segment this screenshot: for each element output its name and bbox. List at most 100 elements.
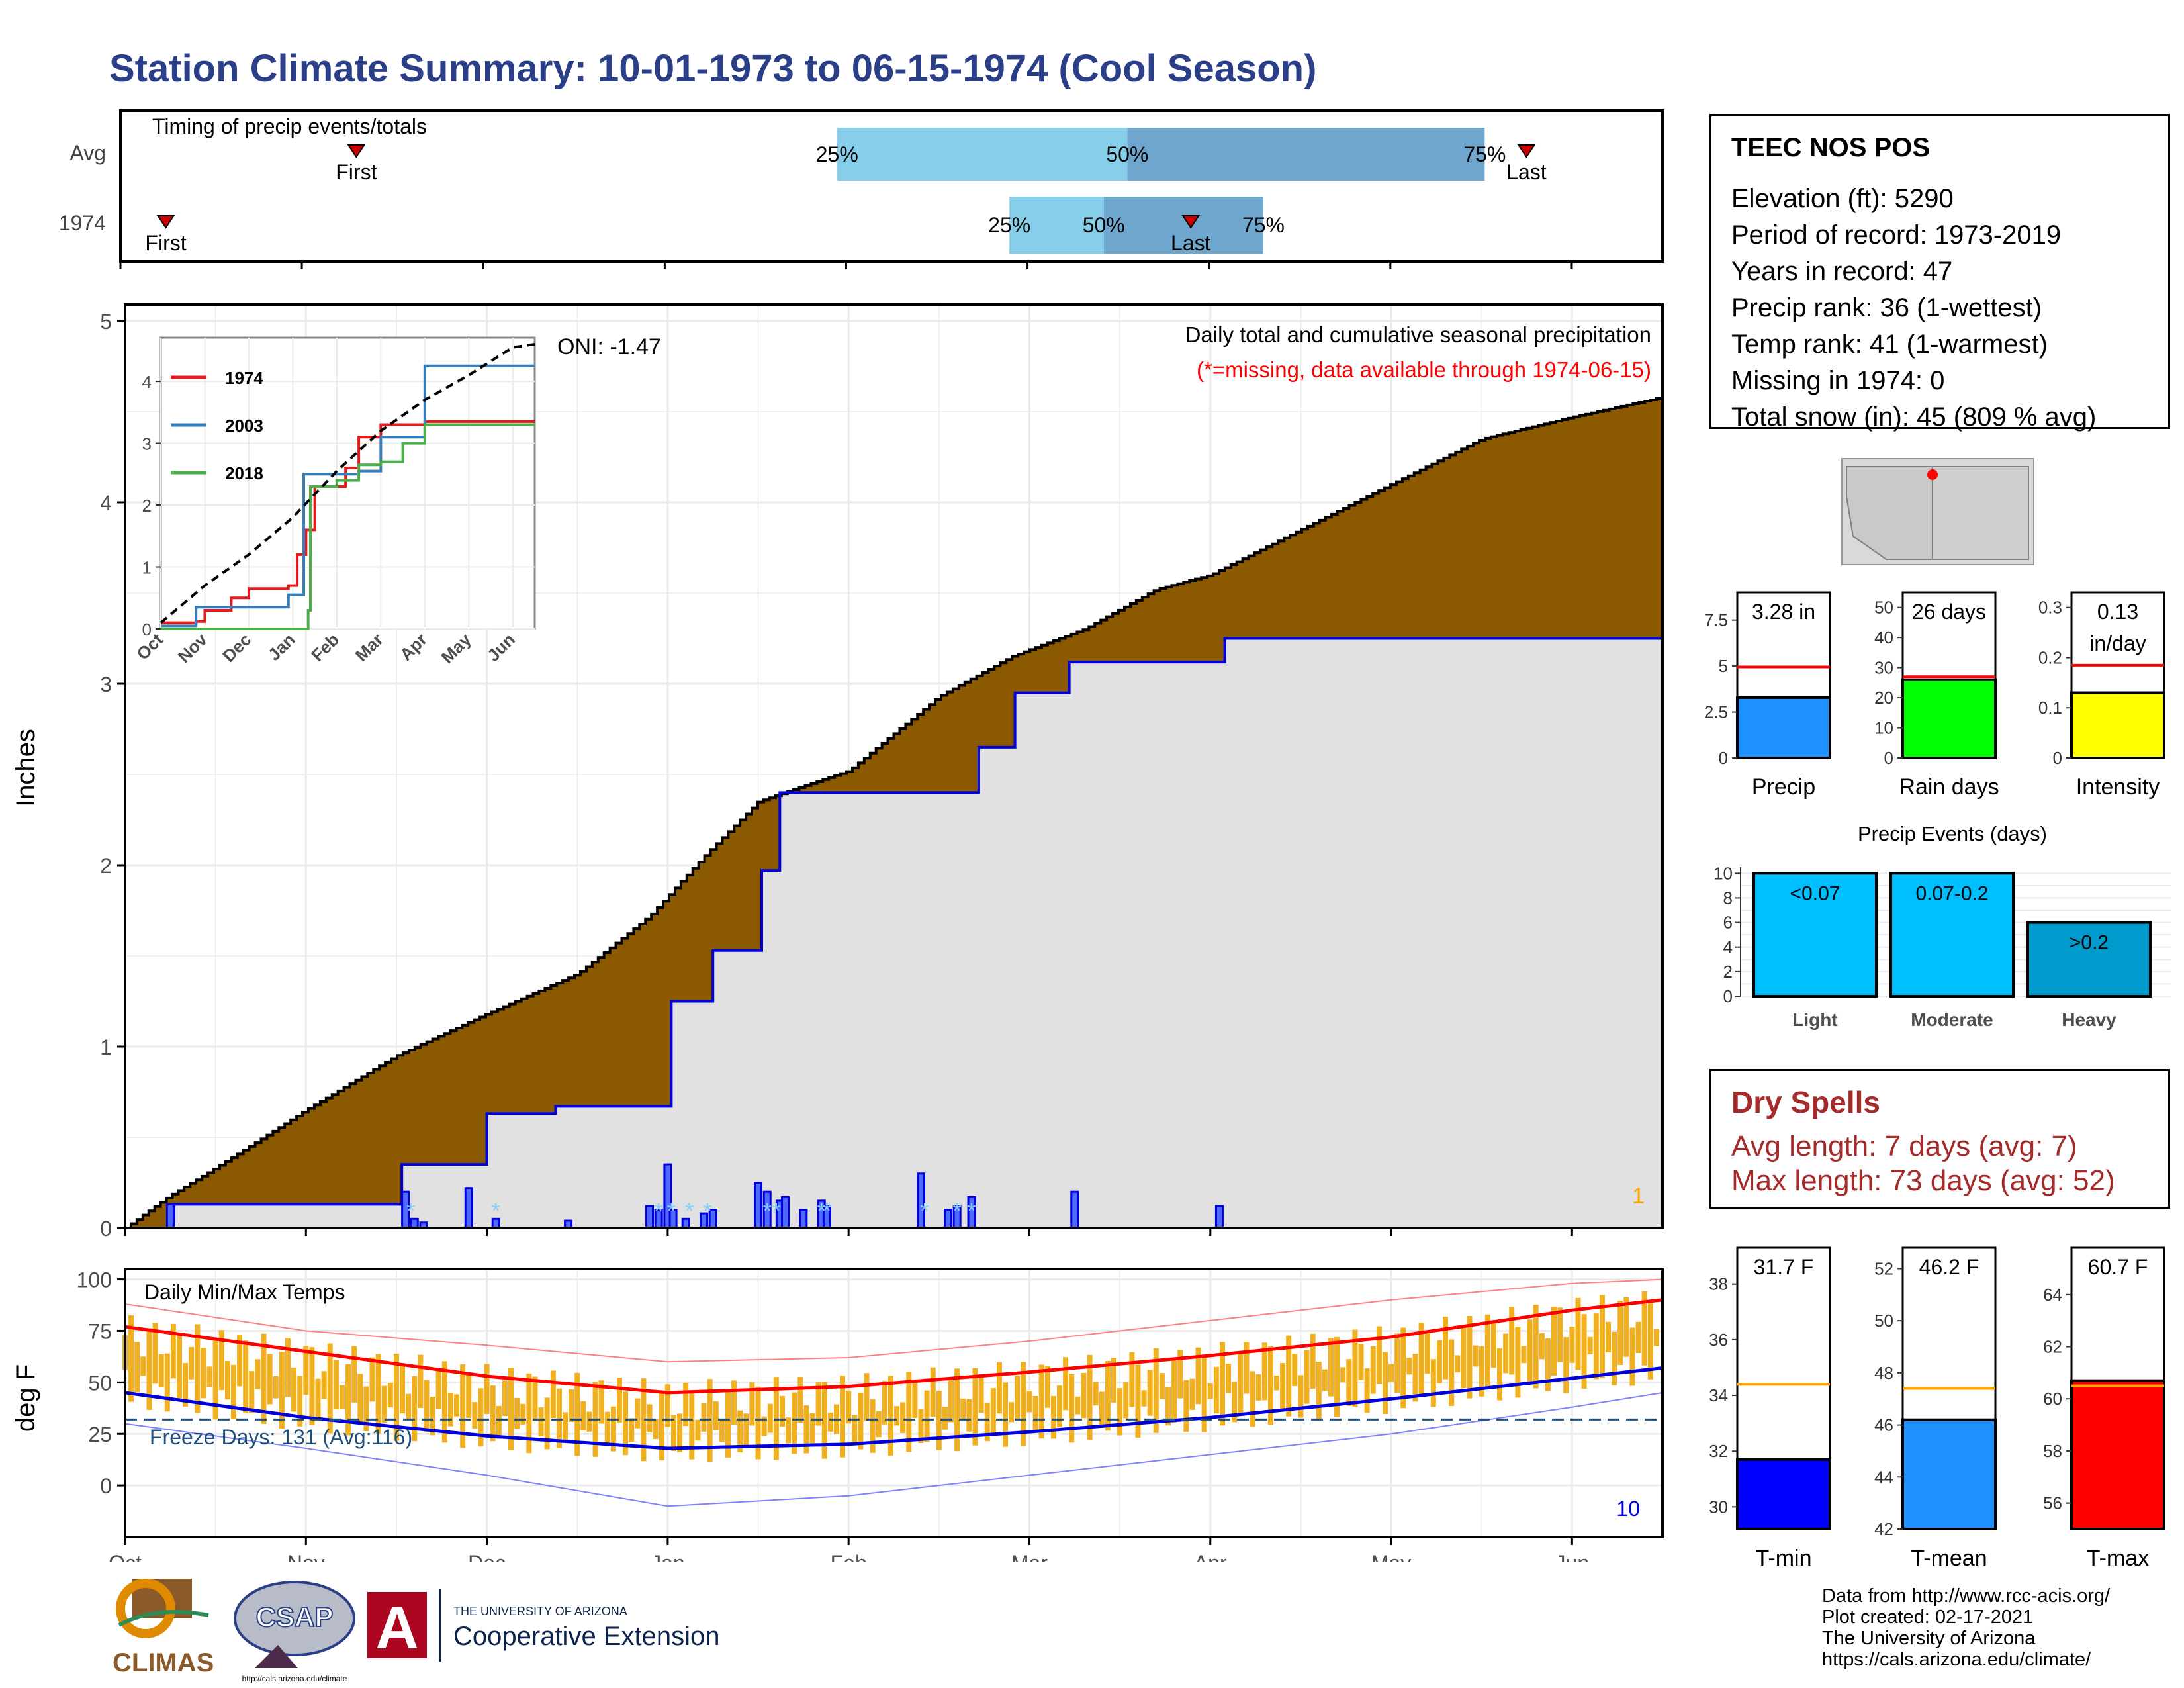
temp-range-bar [1545, 1338, 1551, 1391]
temp-range-bar [1394, 1333, 1400, 1393]
temp-range-bar [1406, 1357, 1412, 1375]
new-mexico-shape [1933, 466, 2029, 560]
temp-range-bar [1069, 1374, 1075, 1443]
temp-range-bar [623, 1391, 629, 1456]
temp-range-bar [1267, 1346, 1273, 1425]
temp-range-bar [1623, 1297, 1629, 1357]
temp-range-bar [900, 1402, 906, 1433]
temp-range-bar [887, 1376, 893, 1456]
temp-range-bar [1310, 1333, 1316, 1389]
temp-range-bar [779, 1395, 785, 1427]
events-y-tick-label: 2 [1723, 962, 1733, 982]
temp-range-bar [1213, 1366, 1219, 1414]
dry-spells-title: Dry Spells [1731, 1085, 1880, 1119]
temp-range-bar [526, 1373, 532, 1454]
temp-range-bar [1400, 1327, 1406, 1409]
temp-range-bar [713, 1401, 719, 1430]
temp-range-bar [460, 1364, 466, 1448]
temp-range-bar [134, 1342, 140, 1393]
temp-range-bar [731, 1380, 737, 1425]
temp-range-bar [1177, 1350, 1183, 1399]
timing-1974-row: 25% 50% 75% First Last [145, 197, 1285, 255]
main-chart-subtitle: (*=missing, data available through 1974-… [1197, 357, 1651, 382]
temp-range-bar [1201, 1356, 1207, 1432]
temp-range-bar [351, 1346, 357, 1403]
station-elevation: Elevation (ft): 5290 [1731, 184, 1954, 213]
temp-range-bar [1219, 1342, 1225, 1426]
ua-big-text: Cooperative Extension [453, 1622, 719, 1651]
temp-range-bar [1009, 1402, 1015, 1423]
temp-range-bar [1418, 1323, 1424, 1397]
dry-spells-max: Max length: 73 days (avg: 52) [1731, 1164, 2115, 1197]
temp-title: Daily Min/Max Temps [144, 1280, 345, 1304]
temp-range-bar [1606, 1321, 1612, 1352]
temp-y-tick-label: 25 [88, 1423, 112, 1446]
temp-range-bar [1484, 1314, 1490, 1387]
temp-range-bar [635, 1398, 641, 1429]
main-y-tick-label: 4 [100, 491, 112, 515]
temp-range-bar [1316, 1362, 1322, 1421]
logo-strip: CLIMAS CSAP http://cals.arizona.edu/clim… [113, 1579, 719, 1683]
temp-range-bar [1099, 1391, 1105, 1429]
temp-range-bar [1557, 1307, 1563, 1362]
temp-range-bar [170, 1323, 176, 1379]
temp-range-bar [1032, 1396, 1038, 1430]
temp-y-tick-label: 75 [88, 1319, 112, 1343]
temp-range-bar [273, 1376, 279, 1399]
temp-range-bar [1581, 1314, 1587, 1389]
inset-y-tick-label: 2 [142, 496, 152, 516]
temp-range-bar [960, 1398, 966, 1419]
temp-range-bars [122, 1291, 1659, 1462]
snow-marker: * [953, 1199, 962, 1224]
inset-legend-label: 1974 [225, 368, 263, 388]
temp-range-bar [815, 1382, 821, 1426]
main-y-tick-label: 5 [100, 310, 112, 334]
temp-range-bar [1436, 1340, 1442, 1384]
temp-range-bar [1105, 1360, 1111, 1431]
avg-max-line [124, 1298, 1663, 1395]
temp-summary-panels: 30 32 34 36 38 31.7 F T-min 42 44 46 48 50 52 46.2 F T… [1709, 1246, 2165, 1571]
ua-logo: A THE UNIVERSITY OF ARIZONA Cooperative … [367, 1589, 719, 1662]
temp-range-bar [1021, 1362, 1026, 1446]
temp-range-bar [309, 1347, 315, 1425]
temp-range-bar [695, 1419, 701, 1441]
main-corner-count: 1 [1632, 1184, 1645, 1209]
precip-events-chart: Precip Events (days) 0 2 4 6 8 10 <0.07 Light 0.… [1713, 822, 2171, 1030]
temp-range-bar [1461, 1326, 1467, 1389]
temp-range-bar [1093, 1382, 1099, 1406]
temp-x-tick-label: May [1371, 1551, 1411, 1562]
summary-panel-label: T-max [2087, 1546, 2149, 1571]
summary-panel-label: Intensity [2076, 774, 2160, 800]
precip-events-bars: 0 2 4 6 8 10 <0.07 Light 0.07-0.2 Moderate >0.2 Hea… [1713, 863, 2171, 1030]
dry-spells-box: Dry Spells Avg length: 7 days (avg: 7) M… [1709, 1069, 2170, 1209]
temp-range-bar [1503, 1333, 1509, 1374]
temp-range-bar [315, 1378, 321, 1419]
temp-range-bar [990, 1388, 996, 1435]
temp-range-bar [1050, 1395, 1056, 1439]
temp-range-bar [677, 1413, 683, 1452]
temp-range-bar [291, 1367, 297, 1412]
temp-range-bar [218, 1330, 224, 1391]
main-y-label: Inches [11, 729, 40, 807]
temp-range-bar [1467, 1315, 1473, 1399]
temp-range-bar [821, 1382, 827, 1459]
summary-y-tick-label: 50 [1874, 598, 1893, 618]
temp-frame [124, 1268, 1664, 1538]
timing-title: Timing of precip events/totals [152, 115, 427, 138]
temp-range-bar [827, 1412, 833, 1432]
summary-y-tick-label: 60 [2043, 1389, 2062, 1409]
summary-value-bar [1901, 678, 1997, 759]
temp-range-bar [430, 1396, 435, 1436]
summary-value-bar [2070, 691, 2165, 759]
temp-range-bar [1111, 1358, 1117, 1403]
snow-marker: * [667, 1199, 676, 1224]
temp-range-bar [1123, 1382, 1129, 1419]
temp-range-bar [1443, 1316, 1449, 1380]
temp-range-bar [400, 1366, 406, 1414]
temp-range-bar [767, 1403, 773, 1433]
inset-legend-label: 2018 [225, 463, 263, 483]
temp-range-bar [1533, 1305, 1539, 1389]
events-category-label: Light [1792, 1009, 1837, 1030]
temp-range-bar [948, 1378, 954, 1423]
precip-summary-chart: 0 2.5 5 7.5 3.28 in Precip 0 10 20 30 40 50 26 days R… [1704, 591, 2165, 800]
